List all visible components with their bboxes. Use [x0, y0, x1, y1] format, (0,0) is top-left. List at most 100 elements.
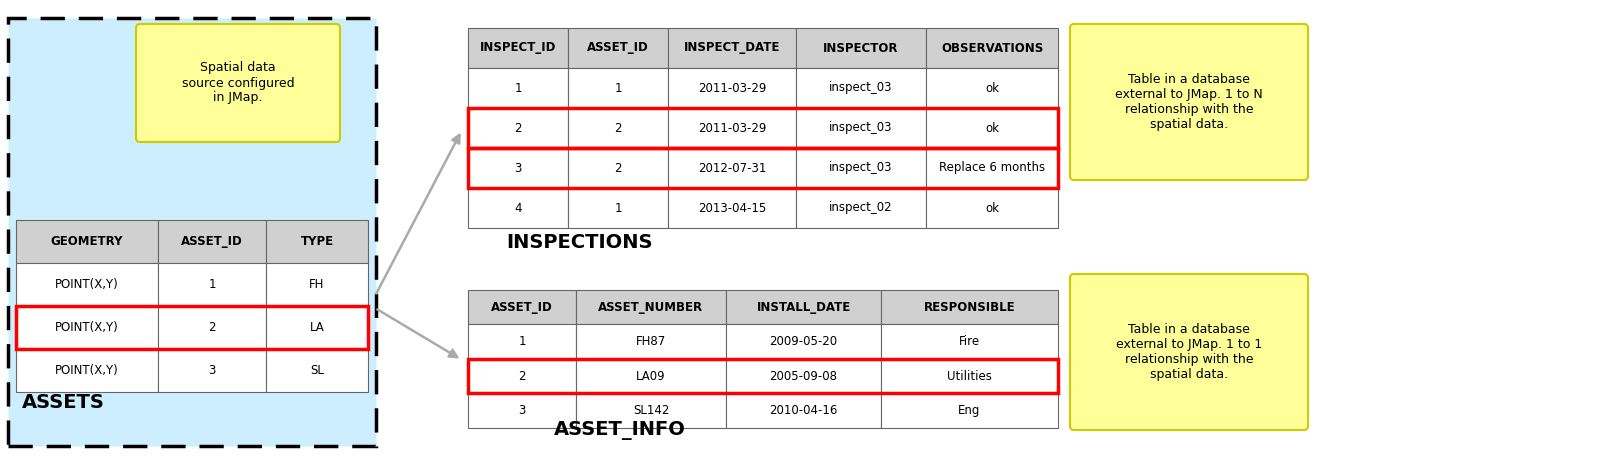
Text: 2009-05-20: 2009-05-20 [769, 335, 837, 348]
FancyBboxPatch shape [16, 306, 157, 349]
Text: 2: 2 [613, 161, 622, 175]
Text: ASSET_NUMBER: ASSET_NUMBER [597, 301, 703, 314]
Text: SL: SL [310, 364, 323, 377]
Text: 2011-03-29: 2011-03-29 [698, 82, 766, 95]
FancyBboxPatch shape [136, 24, 339, 142]
Text: 1: 1 [208, 278, 216, 291]
FancyBboxPatch shape [568, 28, 667, 68]
Text: POINT(X,Y): POINT(X,Y) [55, 364, 118, 377]
Text: 2: 2 [518, 370, 526, 383]
FancyBboxPatch shape [467, 359, 576, 394]
FancyBboxPatch shape [266, 306, 368, 349]
Text: 2005-09-08: 2005-09-08 [769, 370, 837, 383]
FancyBboxPatch shape [667, 108, 795, 148]
FancyBboxPatch shape [925, 108, 1057, 148]
FancyBboxPatch shape [880, 325, 1057, 359]
Text: 3: 3 [208, 364, 216, 377]
Text: inspect_03: inspect_03 [829, 161, 893, 175]
Text: 3: 3 [518, 404, 526, 417]
FancyBboxPatch shape [467, 28, 568, 68]
FancyBboxPatch shape [795, 188, 925, 228]
Text: LA09: LA09 [636, 370, 665, 383]
Text: 1: 1 [613, 201, 622, 214]
Text: 2: 2 [514, 122, 521, 135]
Text: POINT(X,Y): POINT(X,Y) [55, 278, 118, 291]
FancyBboxPatch shape [1070, 274, 1307, 430]
Text: INSPECTIONS: INSPECTIONS [506, 233, 652, 252]
Text: SL142: SL142 [633, 404, 669, 417]
FancyBboxPatch shape [266, 220, 368, 263]
Text: 2012-07-31: 2012-07-31 [698, 161, 766, 175]
FancyBboxPatch shape [467, 394, 576, 428]
FancyBboxPatch shape [795, 148, 925, 188]
FancyBboxPatch shape [467, 108, 568, 148]
FancyBboxPatch shape [925, 188, 1057, 228]
Text: ASSETS: ASSETS [23, 393, 105, 412]
FancyBboxPatch shape [576, 290, 725, 325]
FancyBboxPatch shape [576, 325, 725, 359]
Text: Table in a database
external to JMap. 1 to N
relationship with the
spatial data.: Table in a database external to JMap. 1 … [1115, 73, 1263, 131]
Text: ASSET_ID: ASSET_ID [588, 41, 649, 54]
FancyBboxPatch shape [8, 18, 377, 446]
FancyBboxPatch shape [16, 220, 157, 263]
FancyBboxPatch shape [795, 68, 925, 108]
Text: 2: 2 [208, 321, 216, 334]
Text: INSTALL_DATE: INSTALL_DATE [756, 301, 850, 314]
FancyBboxPatch shape [467, 68, 568, 108]
Text: Utilities: Utilities [946, 370, 992, 383]
FancyBboxPatch shape [568, 148, 667, 188]
Text: OBSERVATIONS: OBSERVATIONS [940, 41, 1042, 54]
FancyBboxPatch shape [576, 394, 725, 428]
Text: POINT(X,Y): POINT(X,Y) [55, 321, 118, 334]
FancyBboxPatch shape [157, 306, 266, 349]
FancyBboxPatch shape [667, 28, 795, 68]
Text: ASSET_ID: ASSET_ID [490, 301, 552, 314]
Text: Replace 6 months: Replace 6 months [938, 161, 1045, 175]
Text: Fire: Fire [958, 335, 979, 348]
Text: 2013-04-15: 2013-04-15 [698, 201, 766, 214]
FancyBboxPatch shape [16, 263, 157, 306]
Text: ok: ok [985, 122, 998, 135]
FancyBboxPatch shape [880, 359, 1057, 394]
Text: ASSET_INFO: ASSET_INFO [553, 421, 685, 440]
FancyBboxPatch shape [568, 108, 667, 148]
FancyBboxPatch shape [467, 148, 568, 188]
Text: 4: 4 [514, 201, 521, 214]
Text: 2010-04-16: 2010-04-16 [769, 404, 837, 417]
Text: INSPECT_DATE: INSPECT_DATE [683, 41, 779, 54]
Text: inspect_03: inspect_03 [829, 82, 893, 95]
FancyBboxPatch shape [925, 148, 1057, 188]
FancyBboxPatch shape [1070, 24, 1307, 180]
FancyBboxPatch shape [157, 263, 266, 306]
FancyBboxPatch shape [467, 188, 568, 228]
FancyBboxPatch shape [795, 28, 925, 68]
Text: 1: 1 [514, 82, 521, 95]
FancyBboxPatch shape [880, 394, 1057, 428]
FancyBboxPatch shape [157, 220, 266, 263]
Text: 1: 1 [518, 335, 526, 348]
Text: Table in a database
external to JMap. 1 to 1
relationship with the
spatial data.: Table in a database external to JMap. 1 … [1115, 323, 1261, 381]
Text: inspect_02: inspect_02 [829, 201, 893, 214]
Text: 2011-03-29: 2011-03-29 [698, 122, 766, 135]
Text: INSPECT_ID: INSPECT_ID [479, 41, 555, 54]
FancyBboxPatch shape [467, 290, 576, 325]
Text: Spatial data
source configured
in JMap.: Spatial data source configured in JMap. [182, 61, 294, 105]
Text: inspect_03: inspect_03 [829, 122, 893, 135]
FancyBboxPatch shape [157, 349, 266, 392]
FancyBboxPatch shape [16, 349, 157, 392]
FancyBboxPatch shape [725, 394, 880, 428]
FancyBboxPatch shape [725, 290, 880, 325]
FancyBboxPatch shape [725, 325, 880, 359]
FancyBboxPatch shape [266, 349, 368, 392]
Text: INSPECTOR: INSPECTOR [823, 41, 898, 54]
Text: 1: 1 [613, 82, 622, 95]
Text: GEOMETRY: GEOMETRY [50, 235, 123, 248]
Text: RESPONSIBLE: RESPONSIBLE [923, 301, 1014, 314]
FancyBboxPatch shape [667, 188, 795, 228]
FancyBboxPatch shape [925, 28, 1057, 68]
FancyBboxPatch shape [925, 68, 1057, 108]
FancyBboxPatch shape [568, 188, 667, 228]
FancyBboxPatch shape [667, 148, 795, 188]
FancyBboxPatch shape [576, 359, 725, 394]
Text: 2: 2 [613, 122, 622, 135]
